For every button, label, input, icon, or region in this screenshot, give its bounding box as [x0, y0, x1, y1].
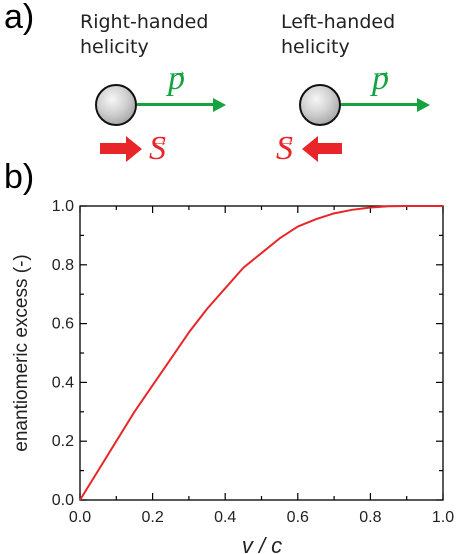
y-tick-label: 0.8	[52, 257, 74, 274]
momentum-symbol-right: → p	[168, 60, 187, 97]
x-axis-label: v / c	[242, 533, 282, 554]
spin-arrowhead-icon	[126, 136, 142, 162]
x-tick-label: 1.0	[432, 509, 454, 526]
spin-symbol-right-text: S	[149, 130, 166, 167]
momentum-arrowhead-icon	[213, 98, 226, 112]
particle-sphere-icon	[95, 84, 137, 126]
left-handed-line1: Left-handed	[281, 11, 396, 33]
momentum-symbol-right-text: p	[168, 60, 185, 97]
momentum-symbol-left: → p	[372, 60, 391, 97]
spin-arrowhead-icon	[302, 136, 318, 162]
vector-arrow-icon: →	[375, 63, 391, 80]
x-tick-label: 0.0	[69, 509, 91, 526]
x-tick-label: 0.8	[359, 509, 381, 526]
panel-b-label: b)	[4, 158, 35, 196]
spin-symbol-left-text: S	[276, 130, 293, 167]
plot-frame	[79, 205, 444, 501]
spin-arrow-icon	[100, 143, 126, 154]
panel-a-label: a)	[4, 0, 35, 36]
y-axis-label: enantiomeric excess (-)	[11, 254, 32, 451]
y-tick-label: 0.6	[52, 316, 74, 333]
right-handed-label: Right-handed helicity	[80, 10, 208, 60]
y-tick-labels: 0.0 0.2 0.4 0.6 0.8 1.0	[52, 198, 74, 509]
series-line	[79, 205, 443, 501]
axis-ticks	[79, 205, 444, 501]
momentum-arrow-icon	[137, 103, 215, 106]
left-handed-label: Left-handed helicity	[281, 10, 395, 60]
vector-arrow-icon: →	[279, 133, 295, 150]
y-tick-label: 0.4	[52, 374, 74, 391]
vector-arrow-icon: →	[152, 133, 168, 150]
y-tick-label: 1.0	[52, 198, 74, 215]
spin-arrow-icon	[318, 143, 342, 154]
vector-arrow-icon: →	[171, 63, 187, 80]
right-handed-line1: Right-handed	[80, 11, 209, 33]
enantiomeric-excess-chart: 0.0 0.2 0.4 0.6 0.8 1.0 0.0 0.2 0.4 0.6 0.8 1.0 en…	[11, 198, 454, 554]
right-handed-line2: helicity	[80, 36, 149, 58]
x-tick-labels: 0.0 0.2 0.4 0.6 0.8 1.0	[69, 509, 454, 526]
particle-sphere-icon	[299, 84, 341, 126]
spin-symbol-right: → S	[149, 130, 168, 167]
x-tick-label: 0.6	[287, 509, 309, 526]
momentum-arrow-icon	[341, 103, 419, 106]
momentum-arrowhead-icon	[417, 98, 430, 112]
spin-symbol-left: → S	[276, 130, 295, 167]
x-tick-label: 0.2	[141, 509, 163, 526]
x-tick-label: 0.4	[214, 509, 236, 526]
left-handed-line2: helicity	[281, 36, 350, 58]
y-tick-label: 0.0	[52, 492, 74, 509]
momentum-symbol-left-text: p	[372, 60, 389, 97]
y-tick-label: 0.2	[52, 433, 74, 450]
series-group	[79, 205, 443, 501]
